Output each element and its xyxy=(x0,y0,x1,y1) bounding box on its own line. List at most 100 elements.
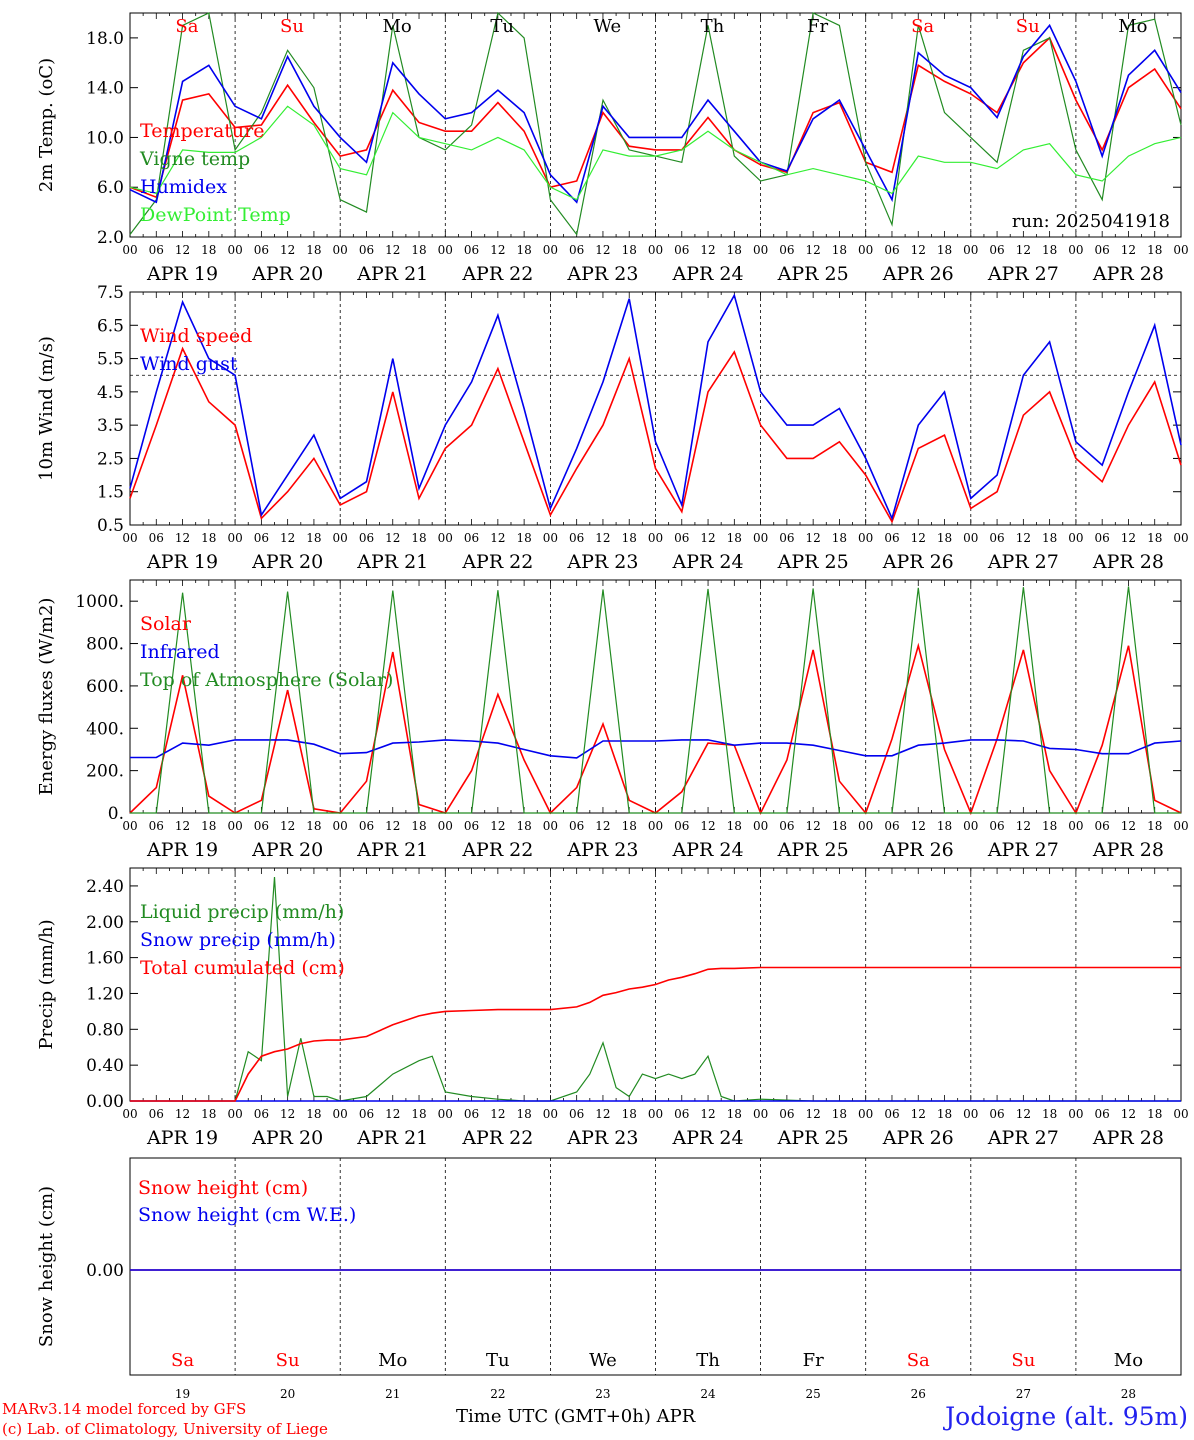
hour-tick-label: 00 xyxy=(1068,531,1083,545)
hour-tick-label: 00 xyxy=(858,531,873,545)
day-abbr-label: Mo xyxy=(382,16,411,37)
date-label: APR 19 xyxy=(146,263,218,285)
hour-tick-label: 12 xyxy=(1121,819,1136,833)
day-number-label: 25 xyxy=(806,1387,821,1401)
legend-entry: Top of Atmosphere (Solar) xyxy=(140,669,393,691)
date-label: APR 25 xyxy=(777,839,849,861)
hour-tick-label: 12 xyxy=(490,819,505,833)
date-label: APR 23 xyxy=(566,839,638,861)
hour-tick-label: 06 xyxy=(254,1107,269,1121)
day-abbr-label: Su xyxy=(276,1350,300,1371)
date-label: APR 22 xyxy=(461,263,533,285)
hour-tick-label: 06 xyxy=(674,243,689,257)
hour-tick-label: 06 xyxy=(779,819,794,833)
y-tick-label: 400. xyxy=(86,719,124,739)
hour-tick-label: 12 xyxy=(700,1107,715,1121)
legend-entry: Wind gust xyxy=(140,353,238,375)
hour-tick-label: 06 xyxy=(674,819,689,833)
date-label: APR 19 xyxy=(146,1127,218,1149)
hour-tick-label: 06 xyxy=(1095,1107,1110,1121)
hour-tick-label: 00 xyxy=(1068,1107,1083,1121)
date-label: APR 20 xyxy=(251,263,323,285)
legend-entry: Snow precip (mm/h) xyxy=(140,929,336,951)
hour-tick-label: 00 xyxy=(648,531,663,545)
hour-tick-label: 18 xyxy=(411,243,426,257)
day-abbr-label: Su xyxy=(1016,16,1040,37)
hour-tick-label: 00 xyxy=(648,1107,663,1121)
legend-entry: Wind speed xyxy=(140,325,252,347)
hour-tick-label: 06 xyxy=(359,531,374,545)
date-label: APR 22 xyxy=(461,839,533,861)
hour-tick-label: 18 xyxy=(727,531,742,545)
hour-tick-label: 00 xyxy=(333,1107,348,1121)
date-label: APR 21 xyxy=(356,263,428,285)
hour-tick-label: 00 xyxy=(963,243,978,257)
hour-tick-label: 00 xyxy=(648,819,663,833)
hour-tick-label: 18 xyxy=(411,819,426,833)
hour-tick-label: 06 xyxy=(1095,819,1110,833)
hour-tick-label: 18 xyxy=(411,1107,426,1121)
date-label: APR 23 xyxy=(566,263,638,285)
model-credit: MARv3.14 model forced by GFS xyxy=(2,1400,247,1418)
series-line xyxy=(129,105,1182,201)
hour-tick-label: 00 xyxy=(333,531,348,545)
hour-tick-label: 18 xyxy=(832,243,847,257)
hour-tick-label: 06 xyxy=(149,243,164,257)
y-tick-label: 0.80 xyxy=(86,1020,124,1040)
hour-tick-label: 12 xyxy=(911,1107,926,1121)
hour-tick-label: 06 xyxy=(359,1107,374,1121)
hour-tick-label: 00 xyxy=(543,243,558,257)
hour-tick-label: 12 xyxy=(1016,819,1031,833)
y-tick-label: 0. xyxy=(108,804,124,824)
hour-tick-label: 06 xyxy=(359,819,374,833)
legend-entry: DewPoint Temp xyxy=(140,204,291,226)
hour-tick-label: 06 xyxy=(569,819,584,833)
date-label: APR 19 xyxy=(146,551,218,573)
series-line xyxy=(130,966,1181,1102)
date-label: APR 21 xyxy=(356,1127,428,1149)
hour-tick-label: 18 xyxy=(832,531,847,545)
date-label: APR 26 xyxy=(882,551,954,573)
series-line xyxy=(129,293,1182,521)
hour-tick-label: 00 xyxy=(333,243,348,257)
hour-tick-label: 12 xyxy=(1016,243,1031,257)
hour-tick-label: 12 xyxy=(911,819,926,833)
day-abbr-label: Su xyxy=(280,16,304,37)
day-abbr-label: Sa xyxy=(907,1350,930,1371)
date-label: APR 22 xyxy=(461,551,533,573)
legend-entry: Liquid precip (mm/h) xyxy=(140,901,344,923)
hour-tick-label: 00 xyxy=(438,243,453,257)
hour-tick-label: 18 xyxy=(516,1107,531,1121)
y-tick-label: 0.00 xyxy=(86,1261,124,1281)
y-tick-label: 600. xyxy=(86,677,124,697)
legend-entry: Solar xyxy=(140,613,192,635)
hour-tick-label: 18 xyxy=(201,531,216,545)
day-number-label: 23 xyxy=(595,1387,610,1401)
hour-tick-label: 06 xyxy=(149,1107,164,1121)
y-tick-label: 6.0 xyxy=(97,178,124,198)
date-label: APR 21 xyxy=(356,839,428,861)
hour-tick-label: 12 xyxy=(1016,1107,1031,1121)
day-abbr-label: Fr xyxy=(807,16,828,37)
panel-3: 00 06 12 18 00 06 12 18 00 06 12 18 00 06 12 18 00 06 12 18… xyxy=(36,579,1189,861)
hour-tick-label: 06 xyxy=(674,1107,689,1121)
hour-tick-label: 00 xyxy=(1068,243,1083,257)
hour-tick-label: 00 xyxy=(438,1107,453,1121)
hour-tick-label: 06 xyxy=(989,531,1004,545)
date-label: APR 28 xyxy=(1092,551,1164,573)
hour-tick-label: 18 xyxy=(516,531,531,545)
legend-entry: Snow height (cm) xyxy=(138,1177,308,1199)
day-number-label: 24 xyxy=(700,1387,716,1401)
legend-entry: Vigne temp xyxy=(139,148,250,170)
hour-tick-label: 12 xyxy=(806,243,821,257)
time-axis-title: Time UTC (GMT+0h) APR xyxy=(456,1406,696,1427)
hour-tick-label: 06 xyxy=(254,531,269,545)
hour-tick-label: 00 xyxy=(227,1107,242,1121)
day-abbr-label: Tu xyxy=(486,1350,510,1371)
panel-4: 00 06 12 18 00 06 12 18 00 06 12 18 00 06 12 18 00 06 12 18… xyxy=(36,867,1189,1149)
hour-tick-label: 00 xyxy=(1173,1107,1188,1121)
hour-tick-label: 18 xyxy=(306,243,321,257)
y-tick-label: 10.0 xyxy=(86,128,124,148)
hour-tick-label: 12 xyxy=(175,243,190,257)
hour-tick-label: 00 xyxy=(1173,531,1188,545)
